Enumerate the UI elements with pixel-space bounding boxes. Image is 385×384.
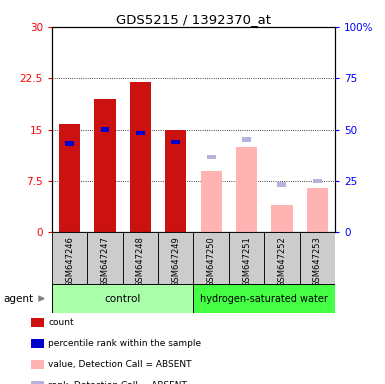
Bar (193, 284, 335, 313)
Bar (193, 232, 229, 284)
Bar (52, 232, 87, 284)
Bar (242, 137, 251, 142)
Bar (136, 131, 145, 136)
Bar (94, 99, 116, 232)
Text: GSM647249: GSM647249 (171, 237, 180, 287)
Text: rank, Detection Call = ABSENT: rank, Detection Call = ABSENT (48, 381, 187, 384)
Bar (59, 124, 80, 232)
Bar (100, 127, 109, 132)
Title: GDS5215 / 1392370_at: GDS5215 / 1392370_at (116, 13, 271, 26)
Bar (171, 139, 180, 144)
Bar (52, 284, 193, 313)
Bar (87, 232, 123, 284)
Text: GSM647252: GSM647252 (277, 237, 286, 287)
Bar (264, 232, 300, 284)
Text: count: count (48, 318, 74, 327)
Text: GSM647250: GSM647250 (207, 237, 216, 287)
Bar (306, 188, 328, 232)
Text: hydrogen-saturated water: hydrogen-saturated water (200, 293, 328, 304)
Text: GSM647246: GSM647246 (65, 237, 74, 287)
Bar (165, 130, 186, 232)
Text: value, Detection Call = ABSENT: value, Detection Call = ABSENT (48, 360, 192, 369)
Text: percentile rank within the sample: percentile rank within the sample (48, 339, 201, 348)
Bar (130, 82, 151, 232)
Bar (271, 205, 293, 232)
Bar (201, 170, 222, 232)
Text: GSM647248: GSM647248 (136, 237, 145, 287)
Bar (278, 182, 286, 187)
Bar (65, 141, 74, 146)
Bar (123, 232, 158, 284)
Text: GSM647251: GSM647251 (242, 237, 251, 287)
Text: control: control (105, 293, 141, 304)
Text: GSM647253: GSM647253 (313, 237, 322, 287)
Bar (300, 232, 335, 284)
Bar (236, 147, 257, 232)
Bar (229, 232, 264, 284)
Bar (158, 232, 193, 284)
Bar (313, 179, 322, 183)
Text: GSM647247: GSM647247 (100, 237, 110, 287)
Text: agent: agent (4, 293, 34, 304)
Bar (207, 155, 216, 159)
